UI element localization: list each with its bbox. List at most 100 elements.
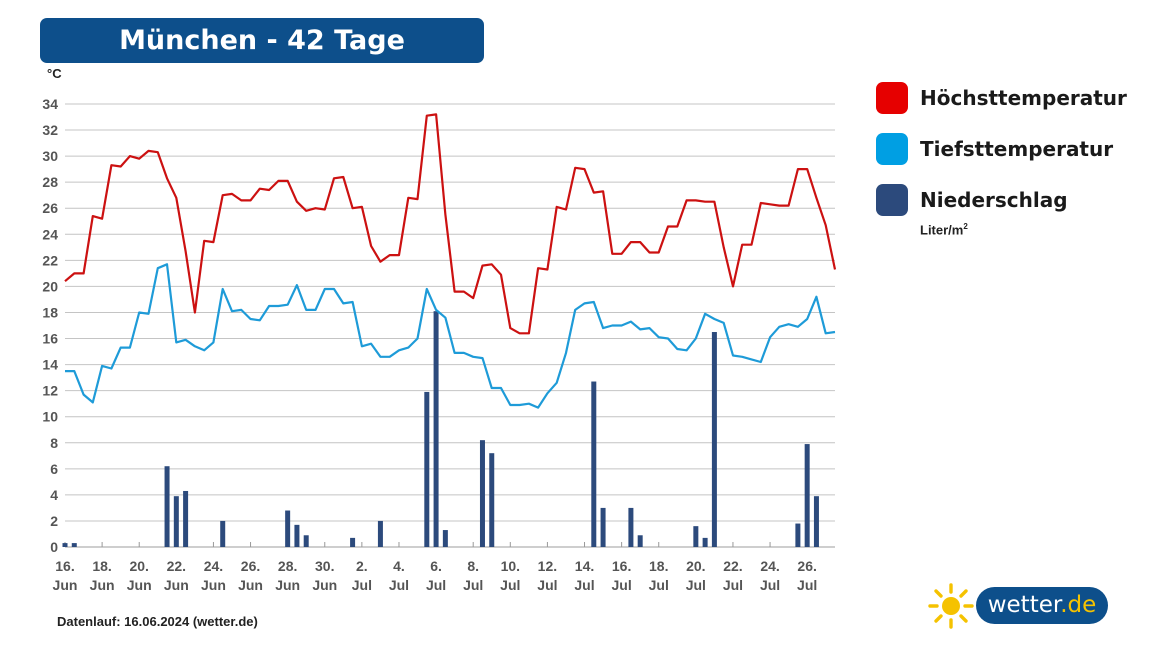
sun-icon	[928, 583, 974, 629]
x-tick-label-month: Jun	[201, 577, 226, 593]
x-tick-label-day: 28.	[278, 558, 297, 574]
precipitation-bar	[303, 535, 309, 547]
legend-swatch-precipitation	[876, 184, 908, 216]
precipitation-bar	[164, 466, 170, 547]
precipitation-bar	[183, 490, 189, 547]
x-tick-label-day: 4.	[393, 558, 405, 574]
x-tick-label-month: Jul	[500, 577, 520, 593]
x-tick-label-day: 6.	[430, 558, 442, 574]
precipitation-bar	[795, 523, 801, 547]
x-tick-label-month: Jun	[127, 577, 152, 593]
x-tick-label-day: 12.	[538, 558, 557, 574]
legend-label-max-temp: Höchsttemperatur	[920, 86, 1127, 110]
x-tick-label-month: Jun	[275, 577, 300, 593]
x-tick-label-day: 24.	[760, 558, 779, 574]
x-tick-label-day: 22.	[723, 558, 742, 574]
x-tick-label-month: Jun	[53, 577, 78, 593]
max-temperature-line	[64, 113, 837, 335]
x-tick-label-day: 18.	[92, 558, 111, 574]
precipitation-bar	[637, 535, 643, 547]
precipitation-bar	[294, 524, 300, 547]
y-tick-label: 0	[50, 539, 58, 555]
x-tick-label-day: 20.	[129, 558, 148, 574]
x-tick-label-day: 2.	[356, 558, 368, 574]
precipitation-bar	[489, 453, 495, 547]
x-tick-label-month: Jul	[797, 577, 817, 593]
precipitation-unit: Liter/m2	[920, 222, 968, 237]
x-tick-label-day: 16.	[612, 558, 631, 574]
y-tick-label: 32	[42, 122, 58, 138]
logo-name: wetter	[987, 592, 1061, 618]
precipitation-bar	[600, 507, 606, 547]
y-tick-label: 4	[50, 487, 58, 503]
y-tick-label: 22	[42, 252, 58, 268]
data-run-footer: Datenlauf: 16.06.2024 (wetter.de)	[57, 614, 258, 629]
precipitation-bar	[479, 440, 485, 547]
x-tick-label-month: Jul	[686, 577, 706, 593]
legend-swatch-max-temp	[876, 82, 908, 114]
precipitation-unit-text: Liter/m	[920, 222, 964, 238]
y-tick-label: 14	[42, 357, 58, 373]
x-tick-label-month: Jun	[164, 577, 189, 593]
legend-label-min-temp: Tiefsttemperatur	[920, 137, 1114, 161]
precipitation-bar	[693, 526, 699, 547]
x-tick-label-month: Jul	[537, 577, 557, 593]
min-temperature-line	[65, 263, 836, 409]
chart-title: München - 42 Tage Wettertrend	[40, 18, 484, 101]
x-tick-label-month: Jun	[238, 577, 263, 593]
x-tick-label-month: Jul	[352, 577, 372, 593]
precipitation-bar	[71, 543, 77, 547]
y-tick-label: 20	[42, 278, 58, 294]
legend-label-precipitation: Niederschlag	[920, 188, 1068, 212]
precipitation-bar	[377, 520, 383, 547]
precipitation-bar	[702, 537, 708, 547]
x-tick-label-day: 26.	[797, 558, 816, 574]
x-tick-label-month: Jun	[90, 577, 115, 593]
precipitation-bar	[591, 381, 597, 547]
logo-tld: .de	[1060, 592, 1097, 618]
y-tick-label: 2	[50, 513, 58, 529]
y-tick-label: 34	[42, 96, 58, 112]
precipitation-bar	[442, 530, 448, 547]
precipitation-bar	[804, 444, 810, 547]
y-tick-label: 26	[42, 200, 58, 216]
x-tick-label-day: 18.	[649, 558, 668, 574]
x-tick-label-month: Jul	[649, 577, 669, 593]
precipitation-bar	[711, 332, 717, 547]
y-tick-label: 10	[42, 409, 58, 425]
precipitation-bar	[433, 311, 439, 547]
y-tick-label: 16	[42, 331, 58, 347]
legend-swatch-min-temp	[876, 133, 908, 165]
x-tick-label-day: 20.	[686, 558, 705, 574]
x-tick-label-day: 30.	[315, 558, 334, 574]
x-tick-label-day: 8.	[467, 558, 479, 574]
precipitation-bar	[628, 507, 634, 547]
precipitation-bar	[424, 391, 430, 547]
x-tick-label-day: 14.	[575, 558, 594, 574]
y-tick-label: 28	[42, 174, 58, 190]
x-tick-label-month: Jul	[389, 577, 409, 593]
y-tick-label: 12	[42, 383, 58, 399]
x-tick-label-month: Jul	[760, 577, 780, 593]
y-axis-unit: °C	[47, 66, 62, 81]
x-tick-label-month: Jun	[312, 577, 337, 593]
y-tick-label: 18	[42, 304, 58, 320]
x-tick-label-month: Jul	[463, 577, 483, 593]
precipitation-bar	[173, 496, 179, 547]
x-tick-label-month: Jul	[612, 577, 632, 593]
y-tick-label: 24	[42, 226, 58, 242]
logo-wordmark: wetter.de	[976, 587, 1108, 624]
precipitation-bar	[813, 496, 819, 547]
y-tick-label: 30	[42, 148, 58, 164]
x-tick-label-month: Jul	[426, 577, 446, 593]
x-tick-label-day: 16.	[55, 558, 74, 574]
precipitation-bar	[220, 520, 226, 547]
y-tick-label: 8	[50, 435, 58, 451]
x-tick-label-day: 26.	[241, 558, 260, 574]
x-tick-label-month: Jul	[574, 577, 594, 593]
precipitation-bar	[62, 543, 68, 547]
x-tick-label-day: 22.	[167, 558, 186, 574]
precipitation-unit-exponent: 2	[963, 222, 968, 231]
x-tick-label-day: 24.	[204, 558, 223, 574]
